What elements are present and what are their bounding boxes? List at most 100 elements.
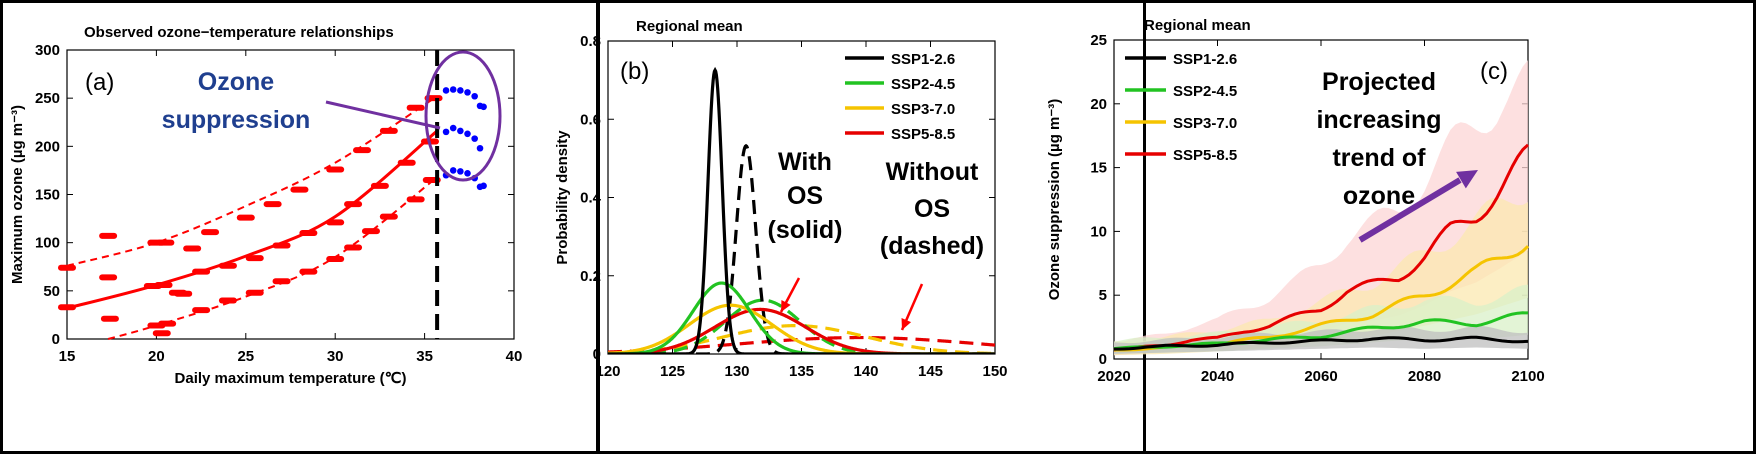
red-data-point — [379, 213, 398, 220]
b-title: Regional mean — [636, 18, 743, 35]
red-data-point — [263, 201, 282, 208]
red-data-point — [58, 304, 76, 311]
legend-label: SSP1-2.6 — [1173, 51, 1237, 68]
b-xtick-label: 130 — [724, 363, 749, 380]
blue-data-point — [476, 144, 484, 152]
red-data-point — [370, 182, 389, 189]
c-xtick-label: 2080 — [1408, 368, 1441, 385]
red-data-point — [290, 186, 309, 193]
without-os-arrowhead — [901, 318, 912, 330]
trend-arrow-line — [1358, 177, 1462, 243]
suppression-ellipse — [424, 50, 502, 182]
red-data-point — [58, 264, 76, 271]
red-data-point — [406, 196, 425, 203]
b-xtick-label: 145 — [918, 363, 943, 380]
projected-trend-label: Projected — [1322, 68, 1436, 96]
a-ylabel: Maximum ozone (µg m⁻³) — [9, 105, 26, 284]
a-xtick-label: 15 — [59, 348, 76, 365]
projected-trend-label: increasing — [1316, 106, 1441, 134]
red-data-point — [99, 232, 118, 239]
c-panel-label: (c) — [1480, 58, 1508, 85]
red-data-point — [99, 274, 118, 281]
blue-data-point — [457, 168, 464, 175]
blue-data-point — [442, 128, 450, 136]
c-xtick-label: 2040 — [1201, 368, 1234, 385]
a-ytick-label: 300 — [35, 42, 60, 59]
red-data-point — [192, 268, 211, 275]
red-data-point — [406, 104, 425, 111]
without-os-label: OS — [914, 195, 950, 223]
ozone-suppression-label: suppression — [162, 106, 311, 134]
panel-a: 15 20 25 30 35 40 0 50 100 150 200 250 300 Observed o… — [9, 24, 522, 387]
with-os-label: With — [778, 148, 832, 176]
panel-c: 2020 2040 2060 2080 2100 0 5 10 15 20 25 Regional m… — [1046, 17, 1545, 385]
b-panel-label: (b) — [620, 58, 649, 85]
suppression-arrow — [325, 100, 441, 130]
red-data-point — [299, 268, 318, 275]
b-ylabel: Probability density — [554, 130, 571, 265]
a-xtick-label: 35 — [416, 348, 433, 365]
c-xtick-label: 2100 — [1511, 368, 1544, 385]
blue-data-point — [471, 135, 478, 142]
b-ytick-label: 0.2 — [580, 268, 601, 285]
c-xtick-label: 2060 — [1304, 368, 1337, 385]
red-data-point — [236, 214, 255, 221]
red-data-point — [344, 244, 363, 251]
fit-line-median — [66, 129, 439, 310]
red-data-point — [326, 219, 345, 226]
c-xtick-label: 2020 — [1097, 368, 1130, 385]
red-data-point — [326, 166, 345, 173]
red-data-point — [158, 320, 177, 327]
ozone-suppression-label: Ozone — [198, 68, 274, 96]
blue-data-point — [457, 87, 464, 94]
a-ytick-label: 100 — [35, 235, 60, 252]
a-panel-label: (a) — [85, 69, 114, 96]
fit-line-lower — [107, 176, 438, 340]
blue-data-point — [442, 87, 450, 94]
a-xtick-label: 20 — [148, 348, 165, 365]
red-data-point — [156, 239, 175, 246]
blue-data-point — [449, 124, 457, 132]
a-ytick-label: 200 — [35, 138, 60, 155]
a-ytick-label: 50 — [43, 283, 60, 300]
red-data-point — [272, 278, 291, 285]
c-ytick-label: 5 — [1099, 287, 1107, 304]
legend-label: SSP2-4.5 — [1173, 83, 1237, 100]
c-title: Regional mean — [1144, 17, 1251, 34]
red-data-point — [245, 255, 264, 262]
red-data-point — [100, 315, 119, 322]
b-ytick-label: 0.6 — [580, 111, 601, 128]
b-xtick-label: 150 — [982, 363, 1007, 380]
blue-data-point — [464, 130, 471, 138]
b-xtick-label: 135 — [789, 363, 814, 380]
red-data-point — [152, 330, 171, 337]
blue-data-point — [471, 92, 478, 100]
red-data-point — [361, 228, 380, 235]
red-data-point — [174, 290, 193, 297]
red-data-point — [379, 127, 398, 134]
trend-arrowhead — [1456, 170, 1478, 189]
red-data-point — [183, 245, 202, 252]
b-ytick-label: 0.8 — [580, 33, 601, 50]
legend-label: SSP3-7.0 — [1173, 115, 1237, 132]
blue-data-point — [480, 103, 487, 111]
c-ytick-label: 10 — [1090, 223, 1107, 240]
projected-trend-label: trend of — [1332, 144, 1426, 172]
c-ytick-label: 25 — [1090, 32, 1107, 49]
red-data-point — [245, 289, 264, 296]
red-data-point — [154, 282, 173, 289]
a-ytick-label: 150 — [35, 187, 60, 204]
red-data-point — [326, 256, 345, 263]
panel-c-frame — [1143, 0, 1756, 454]
red-data-point — [353, 147, 372, 154]
c-ytick-label: 0 — [1099, 351, 1107, 368]
blue-data-point — [449, 167, 457, 174]
blue-data-point — [449, 86, 457, 93]
legend-label: SSP5-8.5 — [891, 126, 955, 143]
b-xtick-label: 140 — [853, 363, 878, 380]
a-title: Observed ozone−temperature relationships — [84, 24, 394, 41]
without-os-label: (dashed) — [880, 232, 984, 260]
red-data-point — [218, 262, 237, 269]
c-ylabel: Ozone suppression (µg m⁻³) — [1046, 99, 1063, 301]
blue-data-point — [457, 127, 464, 135]
